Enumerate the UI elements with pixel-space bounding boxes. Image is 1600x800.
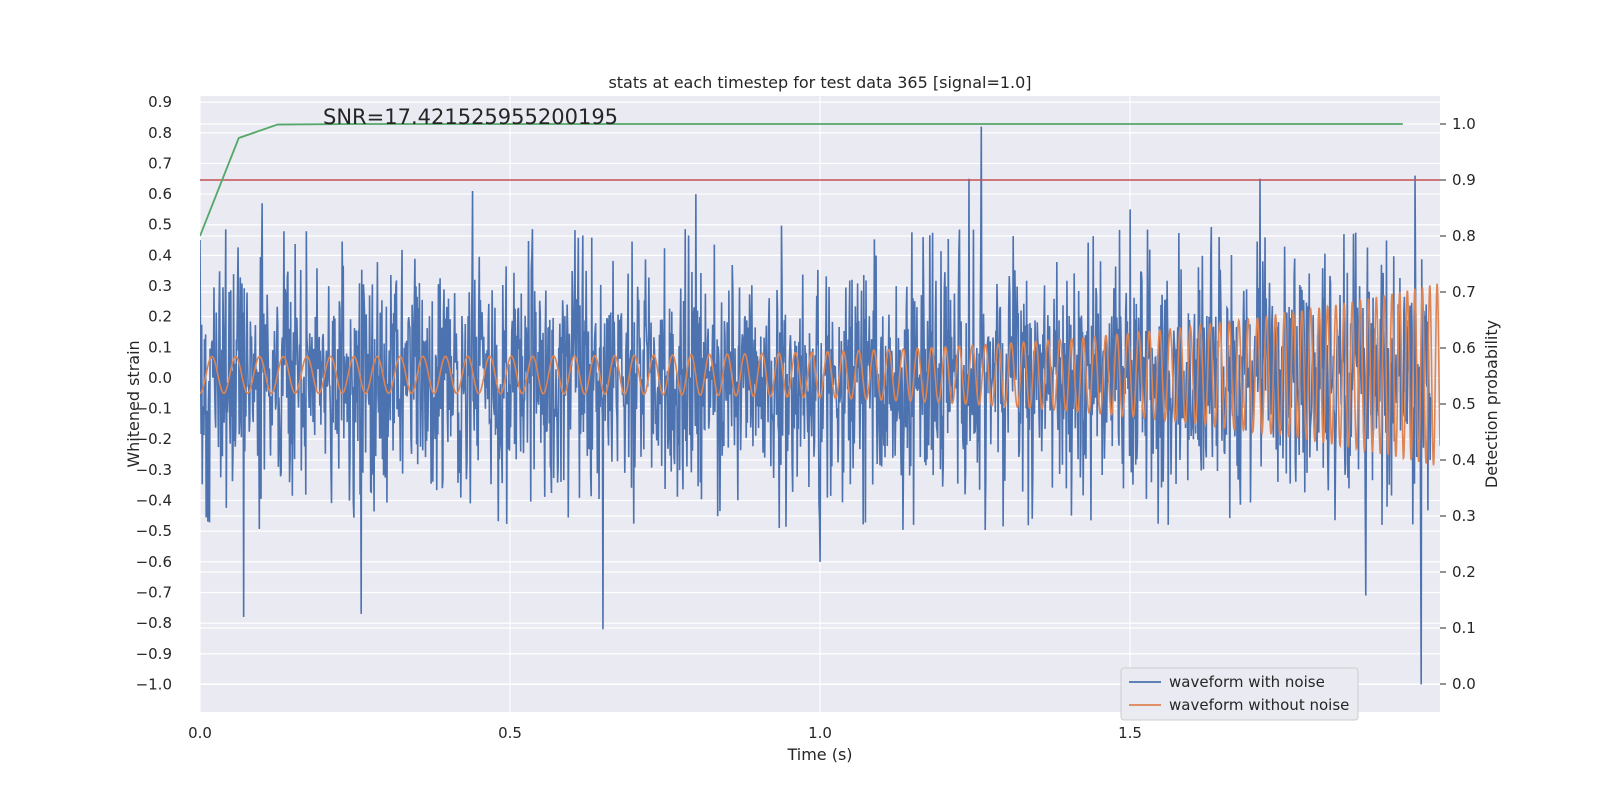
y-tick-label: 0.3 xyxy=(148,277,172,295)
y-tick-label: −0.9 xyxy=(136,645,172,663)
y-tick-label: 0.4 xyxy=(148,246,172,264)
x-tick-label: 1.5 xyxy=(1118,724,1142,742)
y-tick-label: −0.4 xyxy=(136,492,172,510)
y-tick-label: −0.5 xyxy=(136,522,172,540)
y2-tick-label: 0.9 xyxy=(1452,171,1476,189)
x-tick-label: 0.5 xyxy=(498,724,522,742)
x-axis-label: Time (s) xyxy=(786,745,852,764)
tick-labels: 0.0 0.5 1.0 1.5 0.9 0.8 0.7 0.6 0.5 0.4 0.3 0.2 0.1 0… xyxy=(136,93,1476,742)
series-layer xyxy=(200,123,1440,685)
y-tick-label: 0.0 xyxy=(148,369,172,387)
y-tick-label: −0.1 xyxy=(136,400,172,418)
y2-tick-label: 0.0 xyxy=(1452,675,1476,693)
y2-tick-label: 0.8 xyxy=(1452,227,1476,245)
y-tick-label: 0.8 xyxy=(148,124,172,142)
y2-tick-label: 0.7 xyxy=(1452,283,1476,301)
y-tick-label: −1.0 xyxy=(136,675,172,693)
y2-tick-label: 0.6 xyxy=(1452,339,1476,357)
y-tick-label: −0.8 xyxy=(136,614,172,632)
y2-tick-label: 0.5 xyxy=(1452,395,1476,413)
y-tick-label: 0.6 xyxy=(148,185,172,203)
y-axis-label: Whitened strain xyxy=(124,340,143,467)
series-detection-probability xyxy=(200,123,1403,237)
x-tick-label: 1.0 xyxy=(808,724,832,742)
x-tick-label: 0.0 xyxy=(188,724,212,742)
legend-label-noise: waveform with noise xyxy=(1169,673,1325,691)
y-tick-label: 0.2 xyxy=(148,308,172,326)
series-waveform-without-noise xyxy=(200,283,1440,466)
legend: waveform with noise waveform without noi… xyxy=(1120,667,1359,721)
y-tick-label: −0.6 xyxy=(136,553,172,571)
chart-title: stats at each timestep for test data 365… xyxy=(608,73,1031,92)
y2-tick-label: 0.1 xyxy=(1452,619,1476,637)
y2-tick-label: 0.3 xyxy=(1452,507,1476,525)
y-tick-label: −0.7 xyxy=(136,583,172,601)
legend-label-clean: waveform without noise xyxy=(1169,696,1349,714)
y-tick-label: 0.7 xyxy=(148,154,172,172)
y2-axis-label: Detection probability xyxy=(1482,320,1501,488)
snr-annotation: SNR=17.421525955200195 xyxy=(323,105,618,129)
y-tick-label: −0.2 xyxy=(136,430,172,448)
legend-box xyxy=(1120,667,1359,721)
y-tick-label: 0.1 xyxy=(148,338,172,356)
y-tick-label: 0.9 xyxy=(148,93,172,111)
y2-tick-label: 0.2 xyxy=(1452,563,1476,581)
y2-tick-label: 1.0 xyxy=(1452,115,1476,133)
y-tick-label: 0.5 xyxy=(148,216,172,234)
y2-tick-label: 0.4 xyxy=(1452,451,1476,469)
y-tick-label: −0.3 xyxy=(136,461,172,479)
